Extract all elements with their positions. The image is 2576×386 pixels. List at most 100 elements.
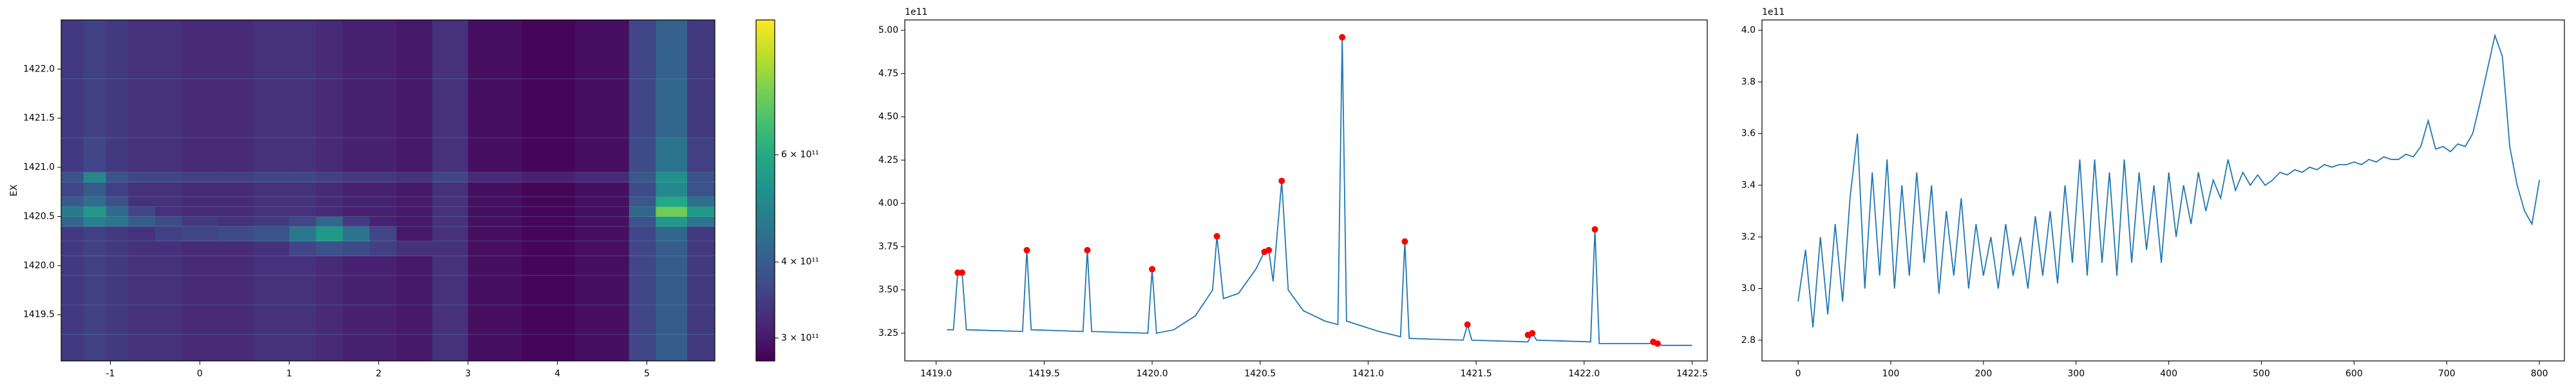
heatmap-cell bbox=[522, 255, 576, 276]
heatmap-cell bbox=[155, 207, 182, 217]
heatmap-cell bbox=[343, 207, 370, 217]
peak-marker bbox=[1023, 246, 1030, 253]
heatmap-cell bbox=[575, 275, 630, 306]
colorbar-strip bbox=[756, 250, 775, 253]
heatmap-cell bbox=[575, 241, 630, 257]
colorbar-strip bbox=[756, 156, 775, 160]
heatmap-cell bbox=[182, 304, 218, 335]
axes-frame bbox=[1761, 19, 2565, 362]
heatmap-cell bbox=[687, 78, 715, 138]
colorbar-strip bbox=[756, 235, 775, 239]
y-tick-label: 4.50 bbox=[878, 112, 898, 122]
heatmap-cell bbox=[370, 255, 397, 276]
x-tick-label: 1421.0 bbox=[1352, 369, 1384, 379]
heatmap-cell bbox=[182, 182, 218, 198]
heatmap-cell bbox=[217, 226, 254, 242]
colorbar-strip bbox=[756, 71, 775, 75]
heatmap-cell bbox=[182, 78, 218, 138]
heatmap-cell bbox=[396, 78, 433, 138]
colorbar-strip bbox=[756, 131, 775, 134]
heatmap-cell bbox=[217, 138, 254, 173]
heatmap-cell bbox=[182, 334, 218, 362]
heatmap-cell bbox=[217, 78, 254, 138]
heatmap-cell bbox=[217, 275, 254, 306]
colorbar-strip bbox=[756, 349, 775, 353]
heatmap-cell bbox=[468, 78, 522, 138]
heatmap-cell bbox=[316, 304, 343, 335]
heatmap-cell bbox=[343, 78, 370, 138]
heatmap-cell bbox=[128, 226, 156, 242]
colorbar-strip bbox=[756, 259, 775, 262]
colorbar-strip bbox=[756, 159, 775, 163]
colorbar-strip bbox=[756, 82, 775, 86]
y-tick-label: 4.25 bbox=[878, 155, 898, 165]
heatmap-cell bbox=[155, 20, 182, 80]
heatmap-cell bbox=[656, 78, 688, 138]
colorbar-strip bbox=[756, 167, 775, 171]
heatmap-cell bbox=[106, 207, 129, 217]
colorbar-strip bbox=[756, 290, 775, 293]
heatmap-cell bbox=[522, 275, 576, 306]
colorbar-strip bbox=[756, 327, 775, 331]
colorbar-strip bbox=[756, 301, 775, 305]
peak-marker bbox=[1149, 266, 1156, 273]
heatmap-cell bbox=[396, 334, 433, 362]
heatmap-cell bbox=[575, 172, 630, 183]
heatmap-cell bbox=[316, 182, 343, 198]
heatmap-cell bbox=[432, 304, 469, 335]
heatmap-cell bbox=[575, 334, 630, 362]
heatmap-cell bbox=[289, 138, 317, 173]
heatmap-cell bbox=[83, 334, 106, 362]
colorbar-strip bbox=[756, 119, 775, 123]
heatmap-cell bbox=[316, 255, 343, 276]
heatmap-cell bbox=[217, 196, 254, 207]
peak-marker bbox=[1084, 246, 1091, 253]
heatmap-cell bbox=[343, 20, 370, 80]
colorbar-strip bbox=[756, 25, 775, 29]
colorbar-strip bbox=[756, 239, 775, 243]
colorbar-strip bbox=[756, 307, 775, 311]
heatmap-cell bbox=[289, 275, 317, 306]
colorbar-strip bbox=[756, 68, 775, 72]
heatmap-cell bbox=[217, 334, 254, 362]
heatmap-cell bbox=[396, 226, 433, 242]
offset-text: 1e11 bbox=[905, 7, 927, 17]
colorbar-strip bbox=[756, 221, 775, 225]
heatmap-cell bbox=[370, 196, 397, 207]
heatmap-cell bbox=[316, 226, 343, 242]
colorbar-strip bbox=[756, 196, 775, 199]
heatmap-cell bbox=[106, 78, 129, 138]
x-tick-label: 1419.5 bbox=[1028, 369, 1060, 379]
heatmap-cell bbox=[656, 255, 688, 276]
heatmap-cell bbox=[106, 182, 129, 198]
heatmap-cell bbox=[575, 216, 630, 227]
y-tick-label: 1419.5 bbox=[23, 309, 55, 320]
colorbar-frame bbox=[755, 19, 775, 362]
heatmap-cell bbox=[629, 182, 656, 198]
heatmap-cell bbox=[106, 216, 129, 227]
x-tick-label: 1 bbox=[287, 369, 292, 379]
x-tick-label: 500 bbox=[2253, 369, 2270, 379]
heatmap-cell bbox=[289, 226, 317, 242]
peak-marker bbox=[1213, 233, 1220, 240]
colorbar-strip bbox=[756, 199, 775, 203]
heatmap-cell bbox=[575, 196, 630, 207]
heatmap-cell bbox=[61, 20, 84, 80]
heatmap-cell bbox=[575, 255, 630, 276]
x-tick-label: 3 bbox=[465, 369, 471, 379]
colorbar-strip bbox=[756, 151, 775, 154]
heatmap-cell bbox=[687, 138, 715, 173]
heatmap-cell bbox=[83, 138, 106, 173]
colorbar-strip bbox=[756, 227, 775, 231]
peak-marker bbox=[1654, 340, 1661, 347]
heatmap-cell bbox=[61, 304, 84, 335]
heatmap-cell bbox=[182, 207, 218, 217]
heatmap-cell bbox=[83, 196, 106, 207]
colorbar-strip bbox=[756, 85, 775, 89]
heatmap-cell bbox=[343, 304, 370, 335]
colorbar-strip bbox=[756, 338, 775, 342]
x-tick-label: 4 bbox=[554, 369, 560, 379]
heatmap-cell bbox=[61, 182, 84, 198]
heatmap-cell bbox=[316, 138, 343, 173]
heatmap-cell bbox=[253, 255, 290, 276]
